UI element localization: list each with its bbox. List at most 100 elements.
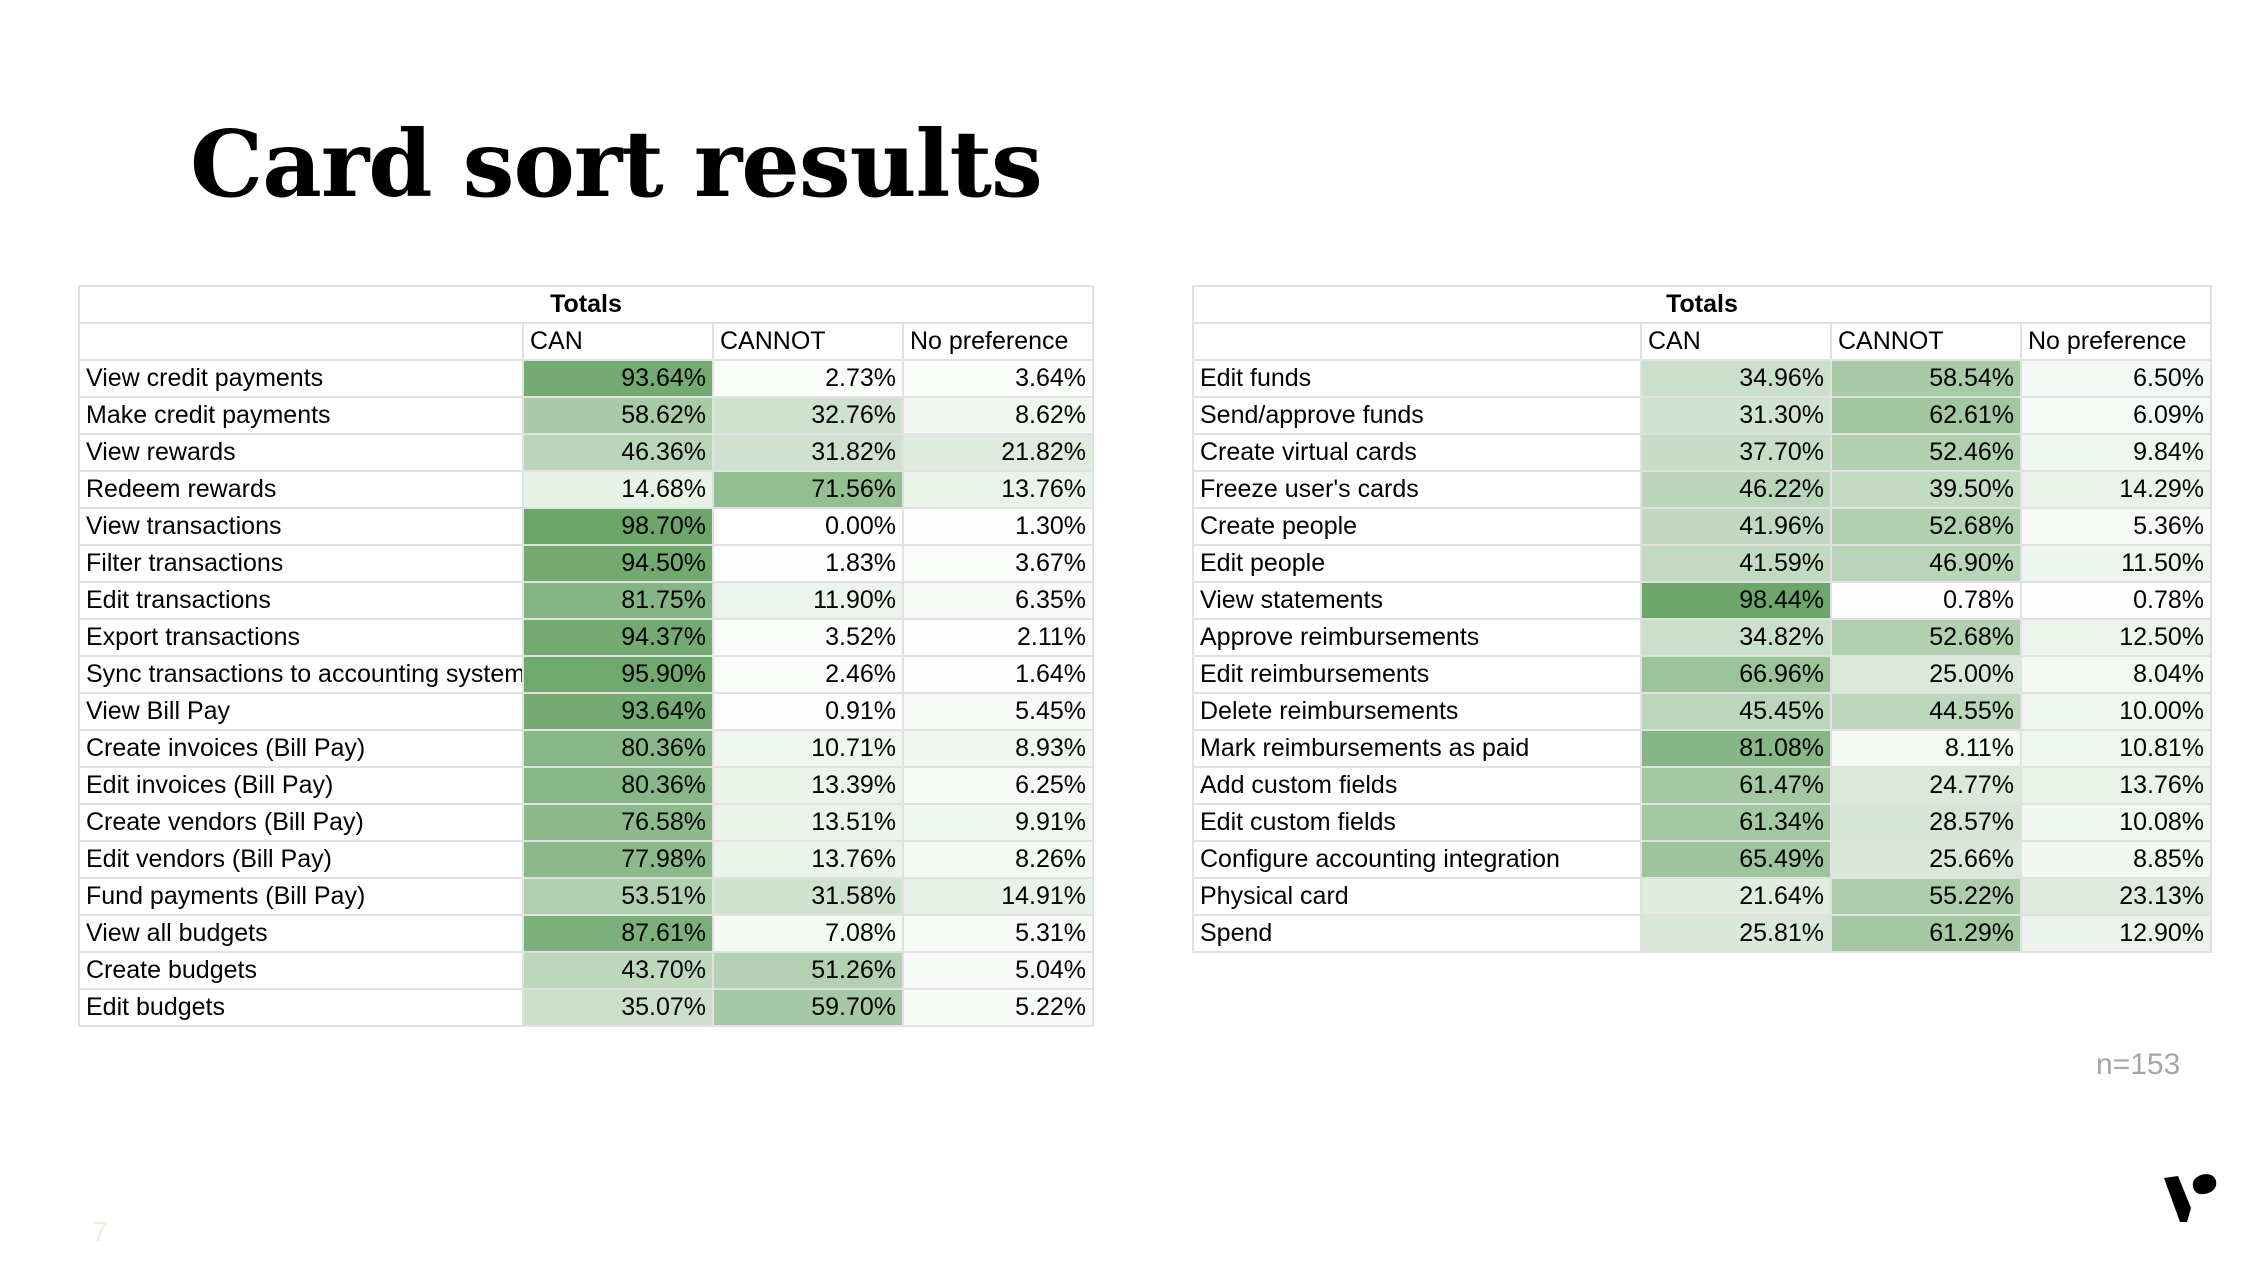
row-label: Filter transactions xyxy=(78,544,524,583)
can-value: 80.36% xyxy=(522,766,714,805)
totals-header: Totals xyxy=(77,285,1095,324)
row-label: Create people xyxy=(1192,507,1642,546)
column-header-can: CAN xyxy=(1640,322,1832,361)
row-label: Fund payments (Bill Pay) xyxy=(78,877,524,916)
cannot-value: 61.29% xyxy=(1830,914,2022,953)
cannot-value: 25.00% xyxy=(1830,655,2022,694)
no-preference-value: 6.25% xyxy=(901,766,1095,805)
no-preference-value: 8.62% xyxy=(901,396,1095,435)
table-row: Edit people 41.59% 46.90% 11.50% xyxy=(1192,544,2213,583)
can-value: 65.49% xyxy=(1640,840,1832,879)
cannot-value: 44.55% xyxy=(1830,692,2022,731)
no-preference-value: 1.30% xyxy=(901,507,1095,546)
table-row: Mark reimbursements as paid 81.08% 8.11% 10… xyxy=(1192,729,2213,768)
table-row: Delete reimbursements 45.45% 44.55% 10.00% xyxy=(1192,692,2213,731)
no-preference-value: 5.04% xyxy=(901,951,1095,990)
no-preference-value: 5.45% xyxy=(901,692,1095,731)
no-preference-value: 12.90% xyxy=(2019,914,2213,953)
no-preference-value: 13.76% xyxy=(2019,766,2213,805)
no-preference-value: 6.09% xyxy=(2019,396,2213,435)
row-label: Create virtual cards xyxy=(1192,433,1642,472)
row-label: Edit reimbursements xyxy=(1192,655,1642,694)
row-label: View transactions xyxy=(78,507,524,546)
table-row: Export transactions 94.37% 3.52% 2.11% xyxy=(78,618,1095,657)
row-label: Edit budgets xyxy=(78,988,524,1027)
cannot-value: 1.83% xyxy=(712,544,904,583)
row-label: Approve reimbursements xyxy=(1192,618,1642,657)
no-preference-value: 8.04% xyxy=(2019,655,2213,694)
cannot-value: 24.77% xyxy=(1830,766,2022,805)
no-preference-value: 10.08% xyxy=(2019,803,2213,842)
can-value: 41.59% xyxy=(1640,544,1832,583)
no-preference-value: 6.50% xyxy=(2019,359,2213,398)
table-row: Fund payments (Bill Pay) 53.51% 31.58% 14.9… xyxy=(78,877,1095,916)
row-label: Configure accounting integration xyxy=(1192,840,1642,879)
row-label: View Bill Pay xyxy=(78,692,524,731)
cannot-value: 13.76% xyxy=(712,840,904,879)
row-label: Send/approve funds xyxy=(1192,396,1642,435)
can-value: 14.68% xyxy=(522,470,714,509)
row-label: Edit funds xyxy=(1192,359,1642,398)
can-value: 66.96% xyxy=(1640,655,1832,694)
cannot-value: 10.71% xyxy=(712,729,904,768)
row-label: Edit transactions xyxy=(78,581,524,620)
cannot-value: 28.57% xyxy=(1830,803,2022,842)
can-value: 35.07% xyxy=(522,988,714,1027)
can-value: 53.51% xyxy=(522,877,714,916)
can-value: 87.61% xyxy=(522,914,714,953)
cannot-value: 62.61% xyxy=(1830,396,2022,435)
row-label: Physical card xyxy=(1192,877,1642,916)
cannot-value: 55.22% xyxy=(1830,877,2022,916)
row-label: View statements xyxy=(1192,581,1642,620)
can-value: 25.81% xyxy=(1640,914,1832,953)
no-preference-value: 8.93% xyxy=(901,729,1095,768)
cannot-value: 46.90% xyxy=(1830,544,2022,583)
can-value: 46.22% xyxy=(1640,470,1832,509)
row-label: Edit custom fields xyxy=(1192,803,1642,842)
row-label: Redeem rewards xyxy=(78,470,524,509)
no-preference-value: 13.76% xyxy=(901,470,1095,509)
no-preference-value: 8.85% xyxy=(2019,840,2213,879)
can-value: 94.37% xyxy=(522,618,714,657)
table-row: Create budgets 43.70% 51.26% 5.04% xyxy=(78,951,1095,990)
table-row: Create vendors (Bill Pay) 76.58% 13.51% 9.9… xyxy=(78,803,1095,842)
can-value: 81.08% xyxy=(1640,729,1832,768)
cannot-value: 52.68% xyxy=(1830,507,2022,546)
cannot-value: 52.68% xyxy=(1830,618,2022,657)
row-label: Export transactions xyxy=(78,618,524,657)
row-label: Create budgets xyxy=(78,951,524,990)
can-value: 61.34% xyxy=(1640,803,1832,842)
cannot-value: 52.46% xyxy=(1830,433,2022,472)
can-value: 41.96% xyxy=(1640,507,1832,546)
table-row: Make credit payments 58.62% 32.76% 8.62% xyxy=(78,396,1095,435)
cannot-value: 7.08% xyxy=(712,914,904,953)
no-preference-value: 6.35% xyxy=(901,581,1095,620)
column-header-no-preference: No preference xyxy=(2019,322,2213,361)
can-value: 94.50% xyxy=(522,544,714,583)
cannot-value: 31.58% xyxy=(712,877,904,916)
cannot-value: 71.56% xyxy=(712,470,904,509)
can-value: 98.70% xyxy=(522,507,714,546)
cannot-value: 51.26% xyxy=(712,951,904,990)
column-header-cannot: CANNOT xyxy=(712,322,904,361)
no-preference-value: 1.64% xyxy=(901,655,1095,694)
no-preference-value: 5.36% xyxy=(2019,507,2213,546)
cannot-value: 0.91% xyxy=(712,692,904,731)
can-value: 76.58% xyxy=(522,803,714,842)
table-row: Edit reimbursements 66.96% 25.00% 8.04% xyxy=(1192,655,2213,694)
table-row: Create people 41.96% 52.68% 5.36% xyxy=(1192,507,2213,546)
results-table-right: Totals CAN CANNOT No preference Edit fun… xyxy=(1191,285,2213,953)
can-value: 95.90% xyxy=(522,655,714,694)
can-value: 37.70% xyxy=(1640,433,1832,472)
no-preference-value: 3.67% xyxy=(901,544,1095,583)
cannot-value: 2.73% xyxy=(712,359,904,398)
can-value: 98.44% xyxy=(1640,581,1832,620)
cannot-value: 59.70% xyxy=(712,988,904,1027)
table-row: Edit custom fields 61.34% 28.57% 10.08% xyxy=(1192,803,2213,842)
table-row: Edit transactions 81.75% 11.90% 6.35% xyxy=(78,581,1095,620)
table-row: Configure accounting integration 65.49% 25… xyxy=(1192,840,2213,879)
table-row: Freeze user's cards 46.22% 39.50% 14.29% xyxy=(1192,470,2213,509)
can-value: 34.82% xyxy=(1640,618,1832,657)
column-header-no-preference: No preference xyxy=(901,322,1095,361)
can-value: 31.30% xyxy=(1640,396,1832,435)
